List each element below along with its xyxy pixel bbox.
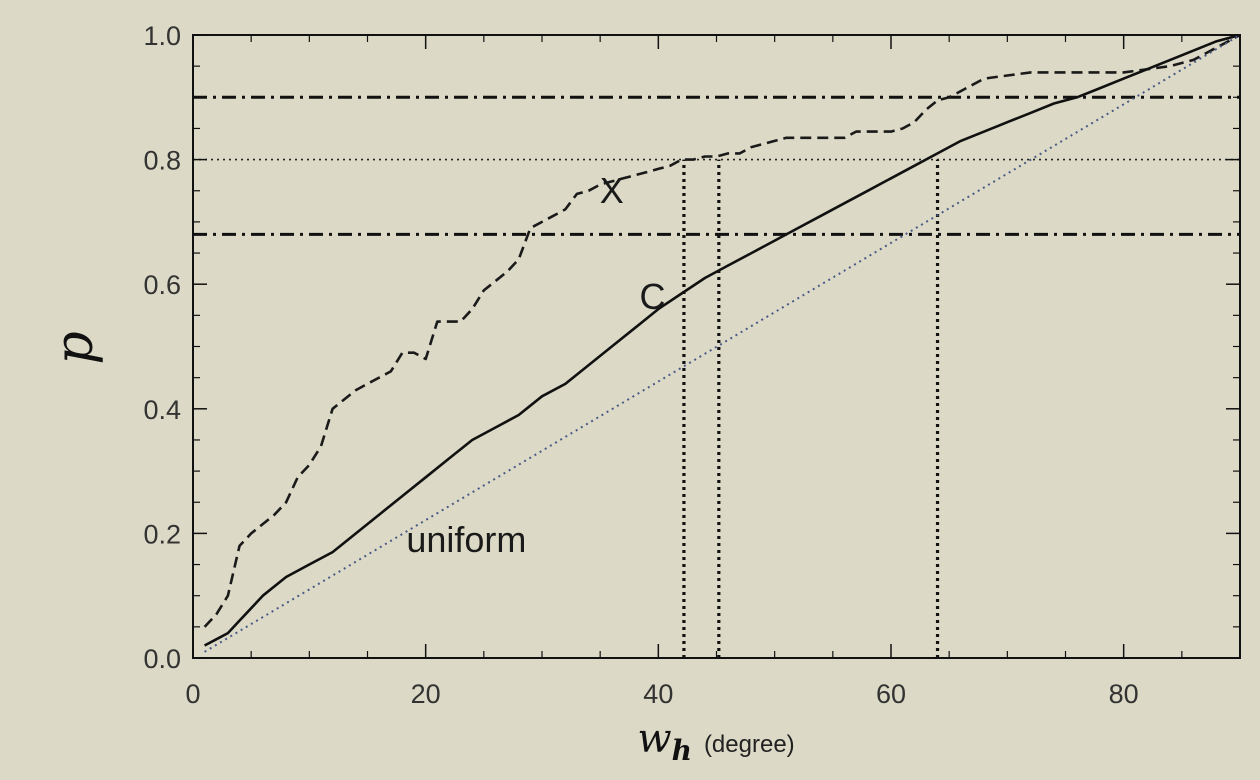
x-axis-unit: (degree) (704, 731, 795, 758)
labels: 0 20 40 60 80 0.0 0.2 0.4 0.6 0.8 1.0 wh (degree) p X C… (45, 21, 1139, 767)
y-tick-label: 0.0 (143, 644, 181, 674)
annotation-c: C (640, 276, 666, 317)
plot-area (193, 35, 1240, 658)
x-axis-label: wh (degree) (637, 716, 794, 767)
y-tick-label: 0.6 (143, 270, 181, 300)
series-line-dotted (204, 35, 1240, 653)
x-tick-label: 20 (411, 679, 441, 709)
plot-clip-group (193, 35, 1240, 658)
x-axis-var: w (637, 716, 671, 762)
series-line-dashed (203, 35, 1240, 628)
annotation-x: X (600, 170, 624, 211)
axes (192, 34, 1241, 659)
x-tick-label: 60 (876, 679, 906, 709)
x-tick-label: 40 (643, 679, 673, 709)
x-tick-label: 0 (185, 679, 200, 709)
y-tick-label: 0.4 (143, 395, 181, 425)
y-tick-label: 0.2 (143, 519, 181, 549)
x-tick-label: 80 (1109, 679, 1139, 709)
y-tick-label: 1.0 (143, 21, 181, 51)
y-tick-label: 0.8 (143, 146, 181, 176)
x-axis-subscript: h (672, 734, 692, 767)
y-axis-label: p (45, 331, 105, 364)
annotation-uniform: uniform (406, 519, 526, 560)
series-line-solid (203, 35, 1240, 647)
